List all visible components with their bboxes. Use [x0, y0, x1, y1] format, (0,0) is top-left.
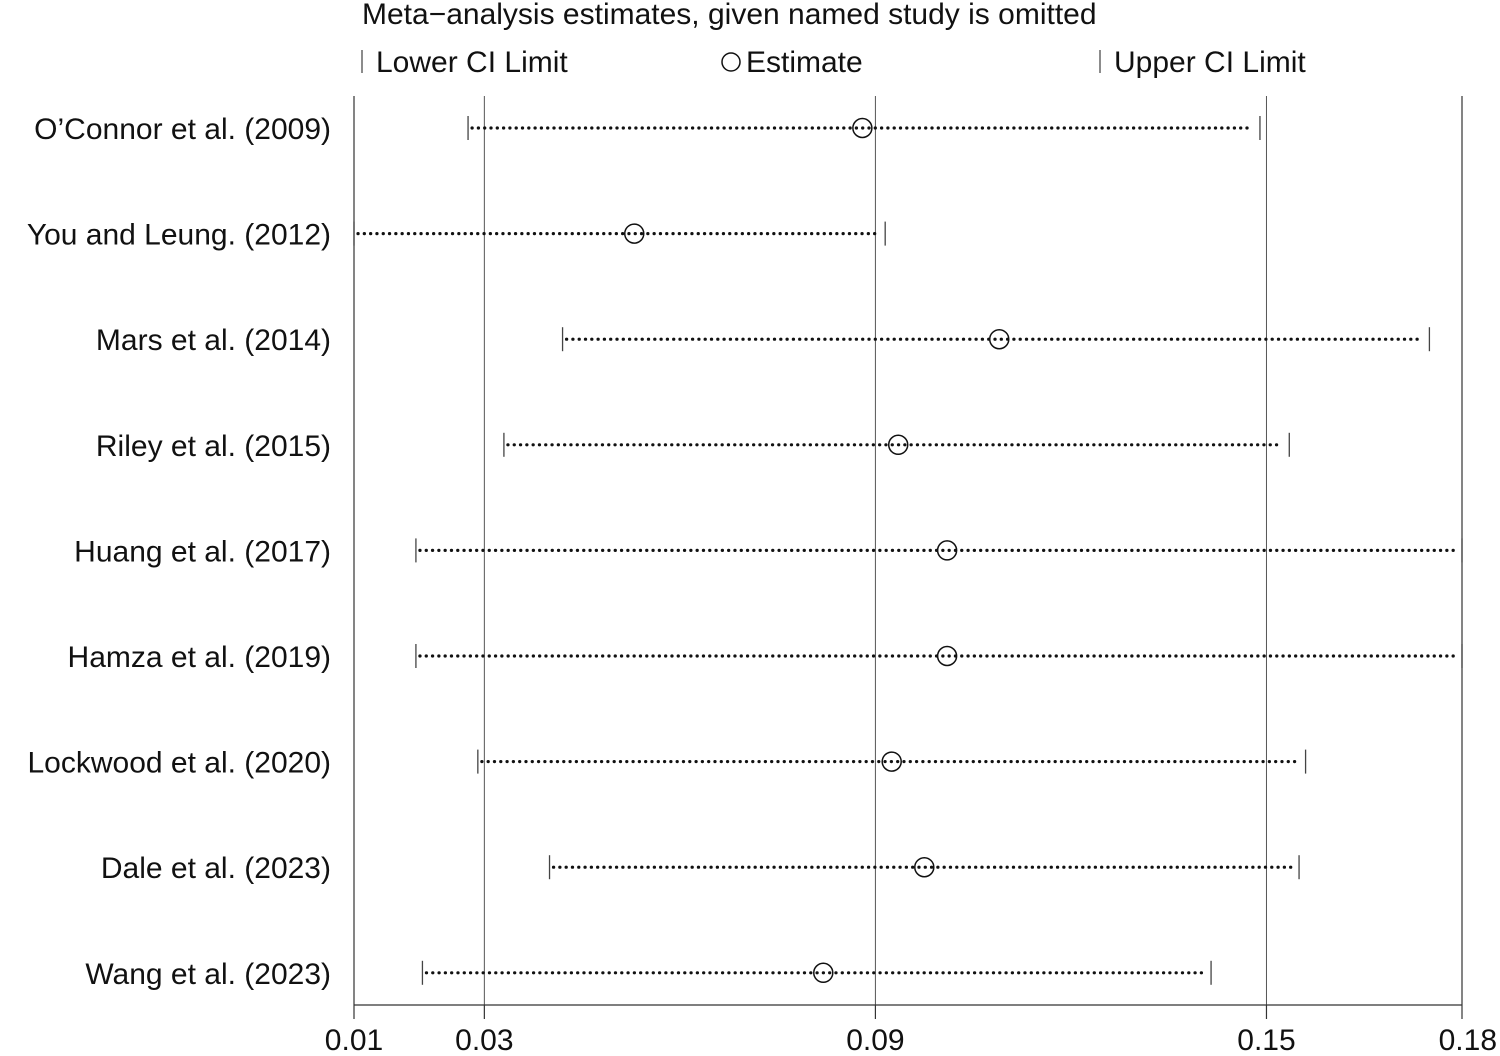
estimate-marker: [887, 434, 909, 456]
estimate-marker: [936, 540, 958, 561]
estimate-marker: [881, 751, 902, 772]
legend: Lower CI Limit Estimate Upper CI Limit: [361, 46, 1306, 79]
study-label: Huang et al. (2017): [74, 535, 331, 568]
x-tick-label: 0.01: [325, 1024, 383, 1056]
x-tick-label: 0.09: [846, 1024, 904, 1056]
estimate-marker: [914, 856, 935, 878]
estimate-marker: [988, 328, 1010, 350]
chart-title: Meta−analysis estimates, given named stu…: [362, 0, 1097, 31]
study-label: Hamza et al. (2019): [68, 641, 331, 674]
study-label: Mars et al. (2014): [96, 324, 331, 357]
estimate-marker: [813, 962, 834, 984]
study-label: Dale et al. (2023): [101, 852, 331, 885]
study-row: O’Connor et al. (2009): [34, 113, 1261, 146]
study-row: Riley et al. (2015): [96, 430, 1290, 463]
estimate-marker: [624, 223, 645, 244]
study-row: Huang et al. (2017): [74, 535, 1463, 568]
legend-upper-label: Upper CI Limit: [1114, 46, 1306, 79]
legend-lower-label: Lower CI Limit: [376, 46, 568, 79]
x-tick-label: 0.15: [1237, 1024, 1295, 1056]
study-row: Lockwood et al. (2020): [27, 747, 1307, 780]
estimate-marker: [852, 117, 873, 139]
study-rows: O’Connor et al. (2009) You and Leung. (20…: [27, 113, 1463, 991]
study-label: O’Connor et al. (2009): [34, 113, 331, 146]
x-tick-label: 0.18: [1439, 1024, 1497, 1056]
x-tick-label: 0.03: [455, 1024, 513, 1056]
study-row: Mars et al. (2014): [96, 324, 1431, 357]
study-label: You and Leung. (2012): [27, 219, 331, 252]
x-axis-ticks: 0.01 0.03 0.09 0.15 0.18: [325, 1005, 1497, 1056]
study-row: Wang et al. (2023): [85, 958, 1212, 991]
legend-estimate-marker: [721, 52, 741, 72]
study-label: Lockwood et al. (2020): [27, 747, 331, 780]
study-row: Hamza et al. (2019): [68, 641, 1463, 674]
legend-estimate-label: Estimate: [746, 46, 863, 79]
estimate-marker: [936, 645, 958, 667]
study-label: Wang et al. (2023): [85, 958, 331, 991]
study-label: Riley et al. (2015): [96, 430, 331, 463]
study-row: You and Leung. (2012): [27, 219, 886, 252]
study-row: Dale et al. (2023): [101, 852, 1300, 885]
